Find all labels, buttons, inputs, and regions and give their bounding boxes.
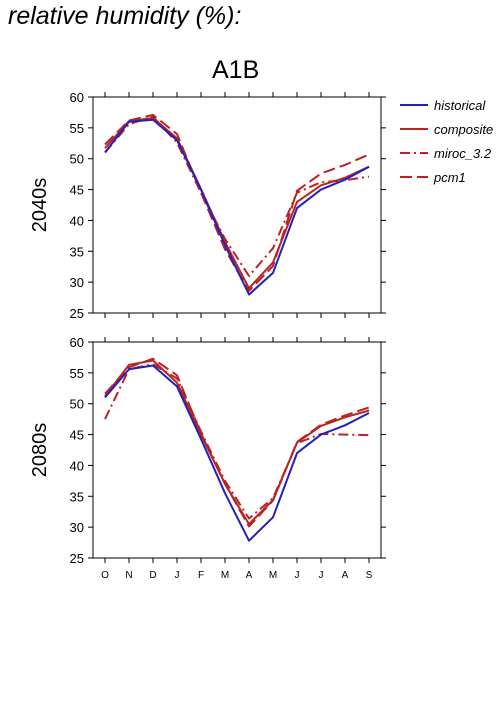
row-label: 2040s: [29, 178, 51, 233]
y-tick-label: 40: [70, 213, 84, 228]
series-line-miroc_3.2: [104, 363, 370, 520]
y-tick-label: 50: [70, 152, 84, 167]
x-tick-label: J: [319, 570, 324, 581]
figure-heading: relative humidity (%):: [8, 2, 242, 30]
legend-item-composite: composite: [400, 122, 493, 137]
plot-frame: [92, 341, 382, 559]
x-tick-label: A: [342, 570, 349, 581]
y-tick-label: 35: [70, 489, 84, 504]
y-tick-label: 30: [70, 520, 84, 535]
legend-item-pcm1: pcm1: [400, 170, 466, 185]
y-tick-label: 45: [70, 428, 84, 443]
y-tick-label: 60: [70, 90, 84, 105]
x-tick-label: J: [175, 570, 180, 581]
legend-label: historical: [434, 98, 486, 113]
legend-label: composite: [434, 122, 493, 137]
x-tick-label: A: [246, 570, 253, 581]
series-line-historical: [104, 118, 370, 296]
panel-2080s: 25 30 35 40 45 50 55 60 O N D J F M A M J J A S 2080s: [29, 335, 386, 581]
legend-label: miroc_3.2: [434, 146, 492, 161]
y-tick-label: 60: [70, 335, 84, 350]
x-tick-label: N: [125, 570, 132, 581]
scenario-title: A1B: [212, 56, 260, 84]
legend: historical composite miroc_3.2 pcm1: [400, 98, 493, 185]
y-tick-label: 35: [70, 244, 84, 259]
y-tick-label: 25: [70, 551, 84, 566]
y-tick-label: 55: [70, 121, 84, 136]
row-label: 2080s: [29, 423, 51, 478]
chart-panels: 25 30 35 40 45 50 55 60 2040s 25 30 35 40 45 50 55 60 O N D…: [29, 90, 386, 581]
panel-2040s: 25 30 35 40 45 50 55 60 2040s: [29, 90, 386, 321]
x-tick-label: M: [269, 570, 277, 581]
y-tick-label: 55: [70, 366, 84, 381]
legend-item-miroc_3.2: miroc_3.2: [400, 146, 492, 161]
legend-item-historical: historical: [400, 98, 486, 113]
x-tick-label: O: [101, 570, 109, 581]
plot-frame: [92, 96, 382, 314]
x-tick-label: S: [366, 570, 373, 581]
legend-label: pcm1: [433, 170, 466, 185]
x-tick-label: M: [221, 570, 229, 581]
series-line-composite: [104, 117, 370, 290]
y-tick-label: 50: [70, 397, 84, 412]
series-line-pcm1: [104, 357, 370, 528]
y-tick-label: 25: [70, 306, 84, 321]
y-tick-label: 40: [70, 458, 84, 473]
x-tick-label: D: [149, 570, 156, 581]
series-line-historical: [104, 364, 370, 542]
x-tick-label: F: [198, 570, 204, 581]
series-line-miroc_3.2: [104, 115, 370, 277]
x-tick-label: J: [295, 570, 300, 581]
y-tick-label: 45: [70, 183, 84, 198]
y-tick-label: 30: [70, 275, 84, 290]
